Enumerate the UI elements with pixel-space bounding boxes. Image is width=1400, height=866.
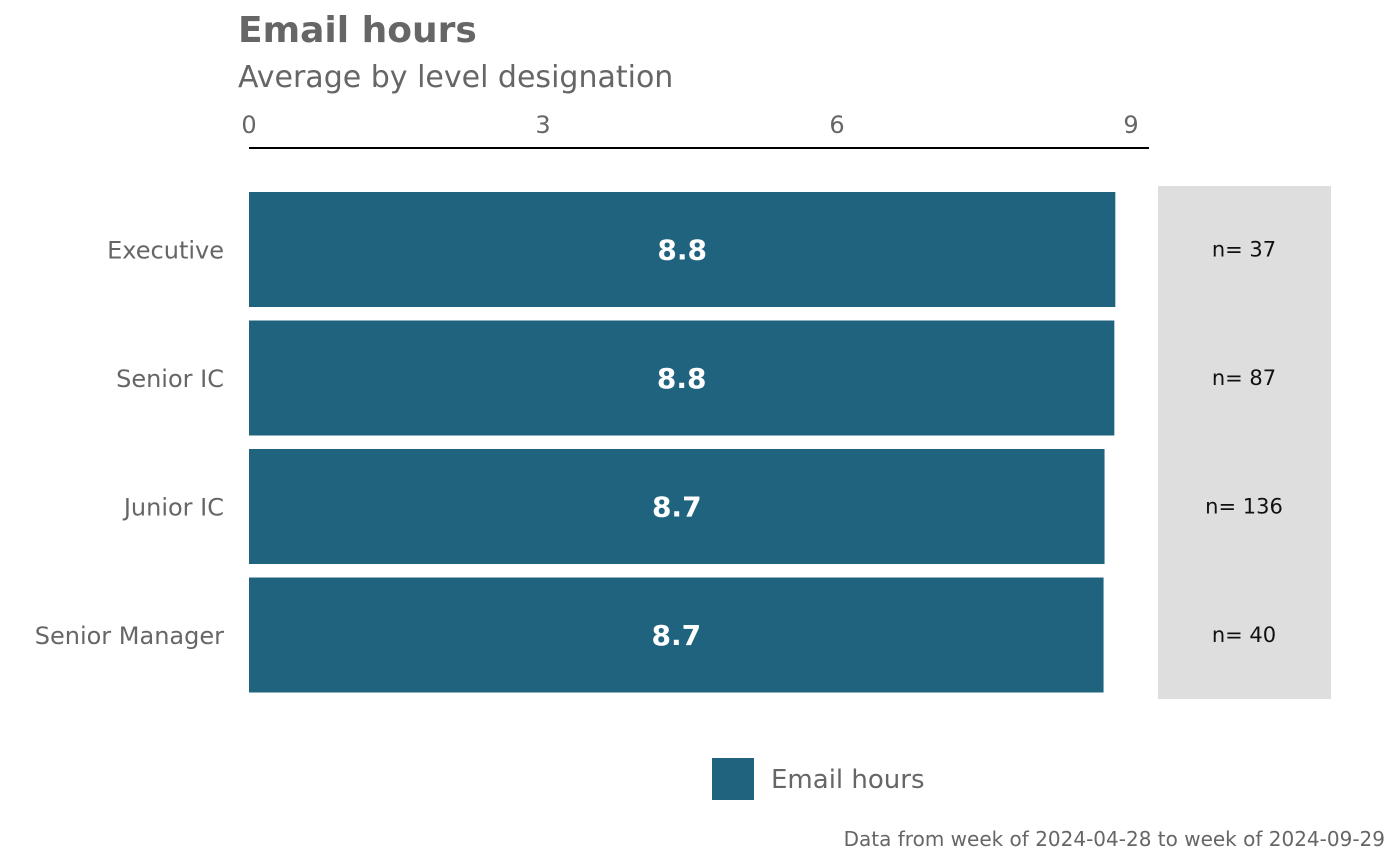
chart-subtitle: Average by level designation — [238, 60, 673, 95]
x-tick-label: 6 — [829, 111, 844, 139]
value-labels: 8.8 8.8 8.7 8.7 — [651, 234, 706, 653]
bar — [249, 449, 1105, 564]
bars — [249, 192, 1116, 693]
bar — [249, 577, 1104, 693]
count-label: n= 40 — [1212, 623, 1276, 647]
bar-value-label: 8.7 — [651, 619, 701, 652]
x-axis: 0 3 6 9 — [241, 111, 1149, 149]
category-label: Executive — [107, 237, 224, 265]
chart-title: Email hours — [238, 10, 477, 51]
x-tick-label: 3 — [535, 111, 550, 139]
category-label: Junior IC — [122, 494, 224, 522]
category-labels: Executive Senior IC Junior IC Senior Manage… — [35, 237, 224, 651]
count-label: n= 37 — [1212, 238, 1276, 262]
bar-value-label: 8.8 — [657, 234, 707, 267]
bar — [249, 320, 1115, 436]
count-label: n= 87 — [1212, 366, 1276, 390]
bar-value-label: 8.8 — [657, 362, 707, 395]
x-tick-label: 0 — [241, 111, 256, 139]
legend-swatch — [712, 758, 754, 800]
legend-label: Email hours — [771, 765, 925, 795]
legend: Email hours — [712, 758, 925, 800]
count-panel — [1158, 186, 1331, 699]
category-label: Senior Manager — [35, 622, 224, 650]
count-label: n= 136 — [1205, 495, 1283, 519]
data-range-caption: Data from week of 2024-04-28 to week of … — [844, 827, 1385, 851]
bar — [249, 192, 1116, 307]
bar-value-label: 8.7 — [652, 491, 702, 524]
category-label: Senior IC — [116, 365, 224, 393]
x-tick-label: 9 — [1123, 111, 1138, 139]
count-labels: n= 37 n= 87 n= 136 n= 40 — [1205, 238, 1283, 648]
